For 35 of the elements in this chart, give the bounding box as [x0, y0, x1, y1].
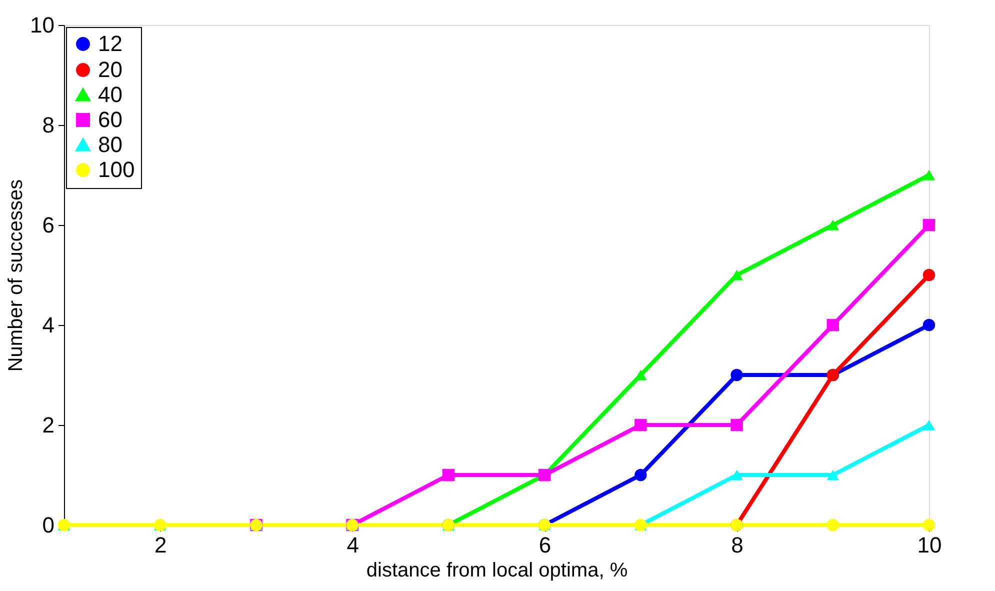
x-tick-label: 6: [538, 532, 552, 558]
point: [922, 218, 936, 232]
point: [730, 470, 743, 480]
x-tick-label: 4: [346, 532, 359, 558]
legend-label: 60: [98, 107, 122, 132]
point: [826, 318, 840, 332]
y-tick-label: 0: [42, 512, 54, 538]
point: [922, 268, 936, 282]
point: [730, 418, 743, 432]
point: [922, 318, 936, 332]
point: [826, 518, 840, 532]
point: [634, 418, 647, 432]
legend-label: 40: [98, 82, 122, 107]
point: [442, 468, 455, 482]
point: [922, 170, 936, 180]
point: [922, 518, 936, 532]
legend-label: 100: [98, 157, 135, 182]
point: [922, 420, 936, 430]
x-axis-title: distance from local optima, %: [366, 560, 628, 582]
x-tick-label: 2: [154, 532, 167, 558]
y-tick-label: 2: [42, 412, 54, 438]
point: [634, 468, 647, 482]
legend-label: 12: [98, 31, 122, 56]
legend-label: 20: [98, 57, 122, 82]
point: [730, 368, 743, 382]
point: [826, 470, 840, 480]
y-axis-title: Number of successes: [5, 179, 28, 372]
y-tick-label: 10: [30, 12, 54, 38]
y-tick-label: 6: [42, 212, 54, 238]
point: [826, 220, 840, 230]
legend-label: 80: [98, 132, 122, 157]
y-tick-label: 8: [42, 112, 54, 138]
y-tick-label: 4: [42, 312, 54, 338]
x-tick-label: 10: [917, 532, 942, 558]
x-tick-label: 8: [731, 532, 744, 558]
